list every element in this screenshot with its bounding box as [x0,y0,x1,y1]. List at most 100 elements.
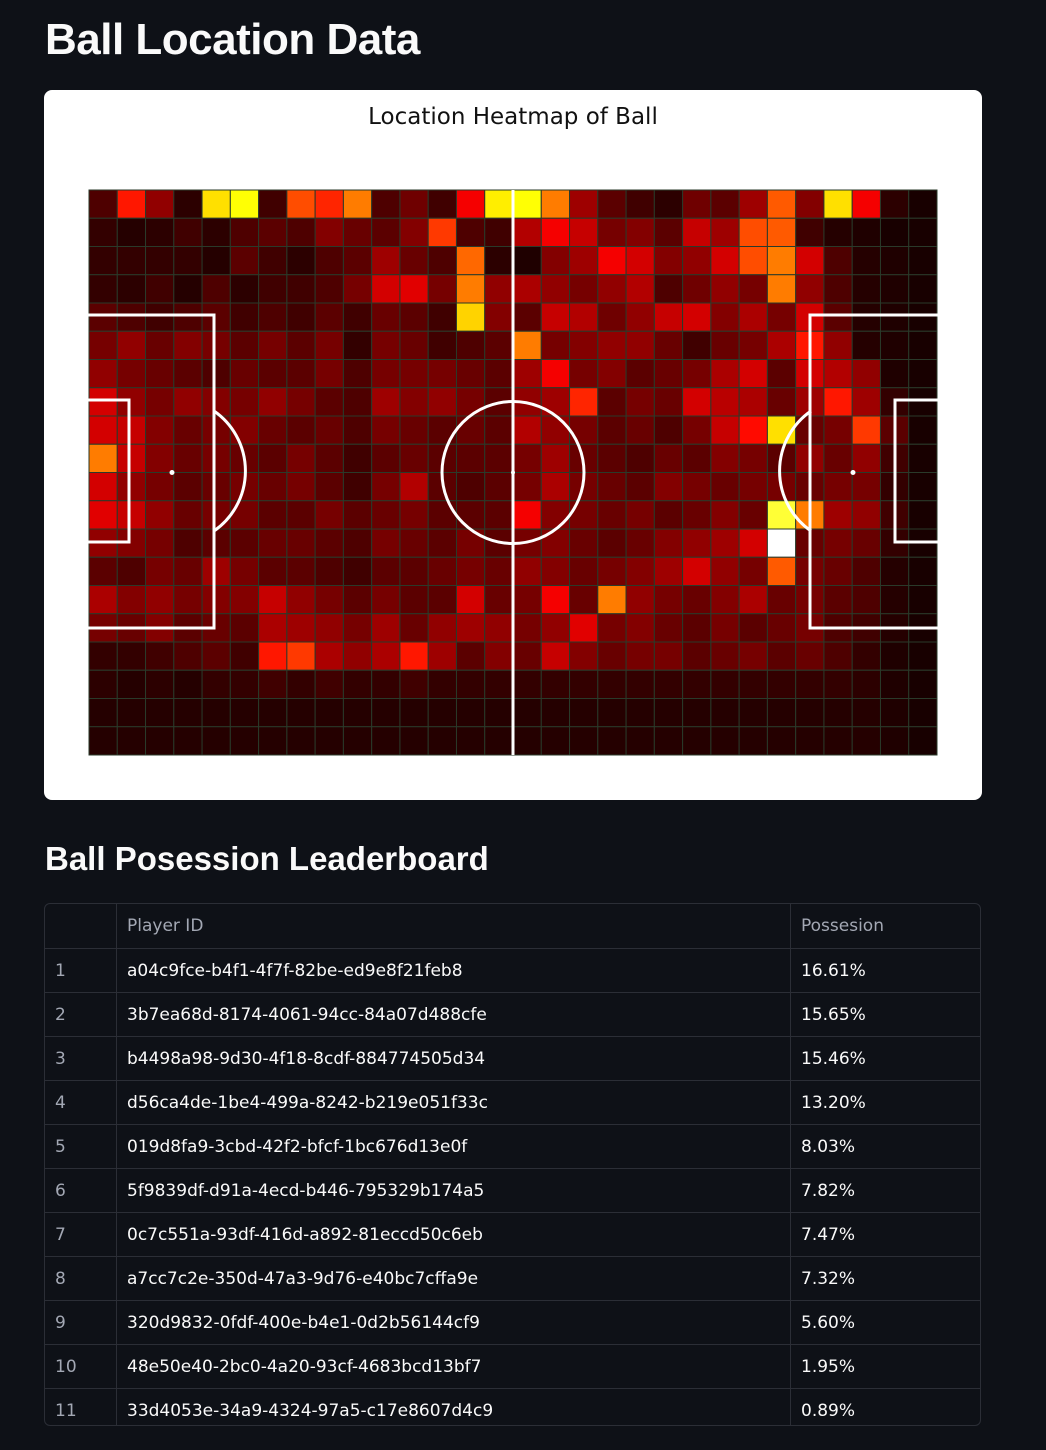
heatmap-cell [371,302,401,332]
player-id-cell[interactable]: 5f9839df-d91a-4ecd-b446-795329b174a5 [116,1168,791,1213]
heatmap-cell [682,415,712,445]
leaderboard-title: Ball Posession Leaderboard [45,840,489,877]
heatmap-cell [201,302,231,332]
heatmap-cell [710,189,740,219]
player-id-cell[interactable]: 48e50e40-2bc0-4a20-93cf-4683bcd13bf7 [116,1344,791,1389]
heatmap-cell [286,669,316,699]
heatmap-cell [427,556,457,586]
heatmap-cell [908,669,938,699]
possession-cell[interactable]: 15.46% [790,1036,980,1081]
heatmap-cell [116,302,147,332]
heatmap-cell [569,302,599,332]
possession-cell[interactable]: 7.32% [790,1256,980,1301]
possession-cell[interactable]: 7.47% [790,1212,980,1257]
heatmap-cell [342,641,373,671]
heatmap-cell [173,415,203,445]
heatmap-cell [342,415,373,445]
table-row[interactable]: 3 b4498a98-9d30-4f18-8cdf-884774505d34 15.… [45,1036,980,1081]
table-row[interactable]: 4 d56ca4de-1be4-499a-8242-b219e051f33c 13.… [45,1080,980,1125]
heatmap-cell [455,556,486,586]
heatmap-cell [201,443,231,473]
heatmap-cell [710,472,740,502]
table-row[interactable]: 9 320d9832-0fdf-400e-b4e1-0d2b56144cf9 5.6… [45,1300,980,1345]
heatmap-cell [540,669,571,699]
heatmap-cell [116,585,147,615]
heatmap-cell [145,246,175,276]
player-id-cell[interactable]: a7cc7c2e-350d-47a3-9d76-e40bc7cffa9e [116,1256,791,1301]
possession-cell[interactable]: 8.03% [790,1124,980,1169]
possession-cell[interactable]: 7.82% [790,1168,980,1213]
table-row[interactable]: 1 a04c9fce-b4f1-4f7f-82be-ed9e8f21feb8 16.… [45,948,980,993]
heatmap-cell [145,443,175,473]
player-id-cell[interactable]: a04c9fce-b4f1-4f7f-82be-ed9e8f21feb8 [116,948,791,993]
heatmap-cell [399,387,429,417]
heatmap-cell [540,217,571,247]
possession-cell[interactable]: 0.89% [801,1400,856,1421]
table-row[interactable]: 6 5f9839df-d91a-4ecd-b446-795329b174a5 7.8… [45,1168,980,1213]
heatmap-cell [116,726,147,756]
player-id-cell[interactable]: 33d4053e-34a9-4324-97a5-c17e8607d4c9 [116,1388,791,1425]
heatmap-cell [710,415,740,445]
possession-cell[interactable]: 13.20% [790,1080,980,1125]
heatmap-cell [851,246,881,276]
heatmap-cell [710,302,740,332]
heatmap-cell [88,302,118,332]
heatmap-cell [314,585,344,615]
column-header-index[interactable] [45,904,117,949]
heatmap-cell [569,415,599,445]
heatmap-cell [229,641,260,671]
table-row[interactable]: 5 019d8fa9-3cbd-42f2-bfcf-1bc676d13e0f 8.0… [45,1124,980,1169]
heatmap-cell [908,217,938,247]
heatmap-cell [738,472,768,502]
row-index: 5 [45,1124,117,1169]
possession-cell[interactable]: 5.60% [790,1300,980,1345]
player-id-cell[interactable]: 0c7c551a-93df-416d-a892-81eccd50c6eb [116,1212,791,1257]
table-row[interactable]: 2 3b7ea68d-8174-4061-94cc-84a07d488cfe 15.… [45,992,980,1037]
heatmap-cell [512,698,542,728]
heatmap-cell [455,189,486,219]
heatmap-cell [653,443,684,473]
player-id-cell[interactable]: 019d8fa9-3cbd-42f2-bfcf-1bc676d13e0f [116,1124,791,1169]
heatmap-cell [314,246,344,276]
heatmap-cell [258,415,288,445]
column-header-player-id[interactable]: Player ID [116,904,791,949]
heatmap-cell [653,669,684,699]
heatmap-cell [399,359,429,389]
possession-cell[interactable]: 15.65% [790,992,980,1037]
heatmap-cell [625,217,655,247]
table-row[interactable]: 8 a7cc7c2e-350d-47a3-9d76-e40bc7cffa9e 7.3… [45,1256,980,1301]
leaderboard-table[interactable]: Player ID Possesion 1 a04c9fce-b4f1-4f7f-… [44,903,981,1426]
table-row[interactable]: 7 0c7c551a-93df-416d-a892-81eccd50c6eb 7.4… [45,1212,980,1257]
heatmap-cell [823,641,853,671]
table-row[interactable]: 11 33d4053e-34a9-4324-97a5-c17e8607d4c9 0.… [45,1388,980,1425]
heatmap-cell [116,443,147,473]
heatmap-cell [569,189,599,219]
possession-cell[interactable]: 1.95% [790,1344,980,1389]
heatmap-cell [427,528,457,558]
heatmap-cell [371,726,401,756]
heatmap-cell [908,330,938,360]
column-header-possession[interactable]: Possesion [790,904,980,949]
heatmap-cell [710,217,740,247]
heatmap-cell [229,613,260,643]
heatmap-cell [597,669,627,699]
heatmap-cell [738,274,768,304]
heatmap-cell [597,556,627,586]
heatmap-cell [399,528,429,558]
possession-cell[interactable]: 16.61% [790,948,980,993]
player-id-cell[interactable]: b4498a98-9d30-4f18-8cdf-884774505d34 [116,1036,791,1081]
heatmap-cell [766,189,797,219]
heatmap-cell [116,246,147,276]
player-id-cell[interactable]: 320d9832-0fdf-400e-b4e1-0d2b56144cf9 [116,1300,791,1345]
heatmap-cell [625,443,655,473]
player-id-cell[interactable]: d56ca4de-1be4-499a-8242-b219e051f33c [116,1080,791,1125]
heatmap-cell [399,246,429,276]
heatmap-cell [682,330,712,360]
player-id-cell[interactable]: 3b7ea68d-8174-4061-94cc-84a07d488cfe [116,992,791,1037]
heatmap-cell [88,387,118,417]
left-goal-area [83,398,131,544]
heatmap-cell [342,274,373,304]
heatmap-cell [682,641,712,671]
table-row[interactable]: 10 48e50e40-2bc0-4a20-93cf-4683bcd13bf7 1.… [45,1344,980,1389]
heatmap-cell [314,302,344,332]
